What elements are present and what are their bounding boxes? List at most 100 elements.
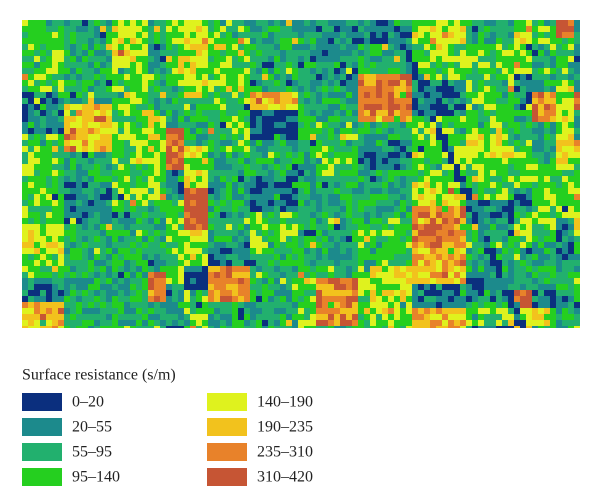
map-cell — [208, 68, 214, 74]
map-cell — [154, 128, 160, 134]
map-cell — [568, 122, 574, 128]
map-cell — [190, 302, 196, 308]
map-cell — [460, 266, 466, 272]
map-cell — [232, 272, 238, 278]
map-cell — [556, 38, 562, 44]
map-cell — [226, 38, 232, 44]
map-cell — [412, 290, 418, 296]
map-cell — [562, 224, 568, 230]
map-cell — [82, 74, 88, 80]
map-cell — [124, 44, 130, 50]
map-cell — [46, 104, 52, 110]
map-cell — [550, 38, 556, 44]
map-cell — [256, 212, 262, 218]
map-cell — [382, 272, 388, 278]
map-cell — [304, 290, 310, 296]
map-cell — [34, 236, 40, 242]
map-cell — [28, 158, 34, 164]
map-cell — [286, 116, 292, 122]
map-cell — [340, 326, 346, 328]
map-cell — [106, 326, 112, 328]
map-cell — [388, 278, 394, 284]
map-cell — [154, 212, 160, 218]
map-cell — [190, 62, 196, 68]
map-cell — [484, 206, 490, 212]
map-cell — [124, 194, 130, 200]
map-cell — [112, 92, 118, 98]
map-cell — [76, 32, 82, 38]
map-cell — [64, 68, 70, 74]
map-cell — [574, 116, 580, 122]
map-cell — [370, 68, 376, 74]
map-cell — [526, 182, 532, 188]
map-cell — [448, 62, 454, 68]
map-cell — [424, 224, 430, 230]
map-cell — [136, 134, 142, 140]
map-cell — [172, 170, 178, 176]
map-cell — [556, 230, 562, 236]
map-cell — [76, 326, 82, 328]
map-cell — [328, 314, 334, 320]
map-cell — [28, 320, 34, 326]
map-cell — [430, 224, 436, 230]
map-cell — [172, 158, 178, 164]
map-cell — [142, 254, 148, 260]
map-cell — [466, 146, 472, 152]
map-cell — [196, 50, 202, 56]
map-cell — [466, 182, 472, 188]
map-cell — [424, 284, 430, 290]
map-cell — [526, 38, 532, 44]
map-cell — [100, 116, 106, 122]
map-cell — [256, 92, 262, 98]
map-cell — [220, 320, 226, 326]
map-cell — [184, 254, 190, 260]
map-cell — [100, 302, 106, 308]
map-cell — [142, 170, 148, 176]
map-cell — [94, 86, 100, 92]
map-cell — [388, 302, 394, 308]
map-cell — [160, 32, 166, 38]
map-cell — [358, 290, 364, 296]
map-cell — [178, 68, 184, 74]
map-cell — [316, 206, 322, 212]
map-cell — [244, 272, 250, 278]
map-cell — [88, 296, 94, 302]
map-cell — [256, 290, 262, 296]
map-cell — [208, 272, 214, 278]
map-cell — [220, 164, 226, 170]
map-cell — [526, 56, 532, 62]
map-cell — [142, 62, 148, 68]
map-cell — [226, 290, 232, 296]
map-cell — [310, 224, 316, 230]
map-cell — [148, 248, 154, 254]
map-cell — [508, 56, 514, 62]
map-cell — [244, 56, 250, 62]
map-cell — [394, 230, 400, 236]
map-cell — [388, 50, 394, 56]
map-cell — [184, 44, 190, 50]
map-cell — [460, 80, 466, 86]
map-cell — [286, 20, 292, 26]
map-cell — [400, 182, 406, 188]
map-cell — [88, 242, 94, 248]
map-cell — [58, 140, 64, 146]
map-cell — [70, 74, 76, 80]
map-cell — [28, 200, 34, 206]
map-cell — [502, 128, 508, 134]
map-cell — [346, 92, 352, 98]
map-cell — [352, 158, 358, 164]
map-cell — [418, 164, 424, 170]
map-cell — [376, 158, 382, 164]
map-cell — [286, 194, 292, 200]
map-cell — [328, 50, 334, 56]
map-cell — [286, 230, 292, 236]
map-cell — [82, 170, 88, 176]
map-cell — [70, 98, 76, 104]
map-cell — [286, 302, 292, 308]
map-cell — [460, 176, 466, 182]
map-cell — [460, 122, 466, 128]
map-cell — [106, 308, 112, 314]
map-cell — [550, 302, 556, 308]
map-cell — [520, 290, 526, 296]
map-cell — [256, 56, 262, 62]
